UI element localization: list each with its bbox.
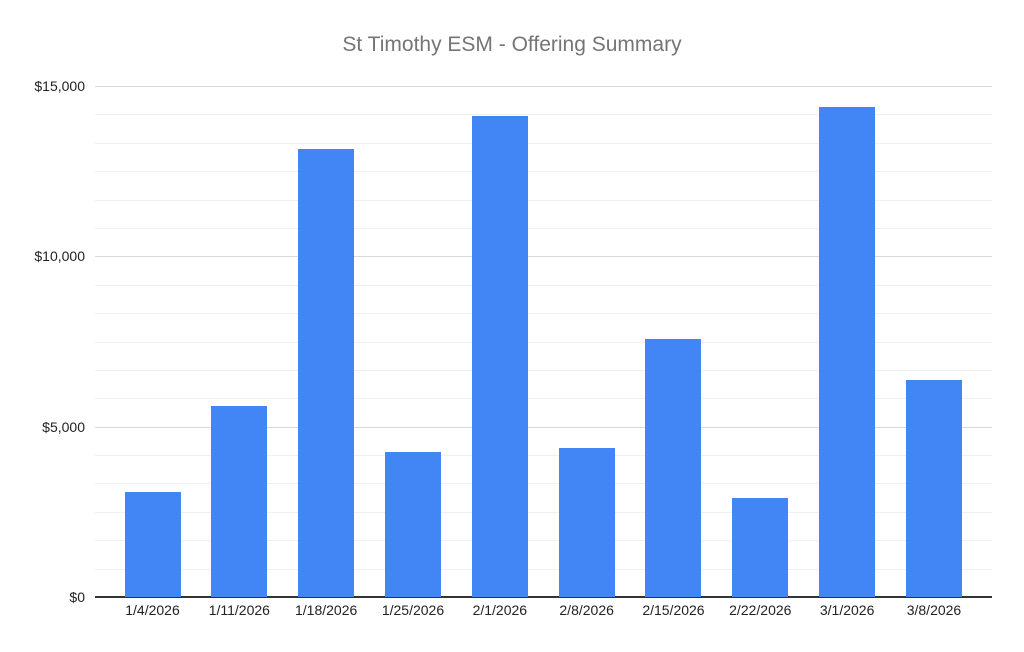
minor-gridline bbox=[95, 199, 992, 201]
minor-gridline bbox=[95, 341, 992, 343]
bar bbox=[211, 405, 268, 597]
x-axis-tick-label: 1/18/2026 bbox=[295, 602, 358, 618]
bar bbox=[384, 451, 441, 597]
major-gridline bbox=[95, 256, 992, 258]
bar bbox=[819, 107, 876, 597]
minor-gridline bbox=[95, 483, 992, 485]
minor-gridline bbox=[95, 313, 992, 315]
x-axis-tick-label: 2/22/2026 bbox=[729, 602, 792, 618]
x-axis-tick-label: 1/4/2026 bbox=[125, 602, 180, 618]
bar bbox=[124, 492, 181, 597]
minor-gridline bbox=[95, 284, 992, 286]
bar bbox=[905, 379, 962, 597]
major-gridline bbox=[95, 426, 992, 428]
x-axis-tick-label: 1/11/2026 bbox=[208, 602, 270, 618]
x-axis-tick-label: 1/25/2026 bbox=[381, 602, 445, 618]
major-gridline bbox=[95, 86, 992, 87]
minor-gridline bbox=[95, 369, 992, 371]
bar bbox=[558, 448, 615, 597]
y-axis-tick-label: $0 bbox=[69, 589, 85, 605]
x-axis-tick-label: 3/8/2026 bbox=[906, 602, 962, 618]
bar bbox=[298, 149, 355, 597]
bar bbox=[732, 497, 789, 597]
minor-gridline bbox=[95, 455, 992, 457]
minor-gridline bbox=[95, 568, 992, 570]
x-axis-baseline bbox=[95, 596, 992, 598]
minor-gridline bbox=[95, 227, 992, 229]
y-axis-tick-label: $10,000 bbox=[34, 248, 85, 265]
minor-gridline bbox=[95, 540, 992, 542]
y-axis-tick-label: $5,000 bbox=[42, 418, 85, 435]
chart-title: St Timothy ESM - Offering Summary bbox=[342, 33, 682, 56]
bar bbox=[645, 339, 702, 597]
y-axis-tick-label: $15,000 bbox=[34, 78, 85, 94]
minor-gridline bbox=[95, 114, 992, 116]
x-axis-tick-label: 2/8/2026 bbox=[559, 602, 614, 618]
bar bbox=[471, 115, 528, 597]
minor-gridline bbox=[95, 142, 992, 144]
minor-gridline bbox=[95, 171, 992, 173]
minor-gridline bbox=[95, 511, 992, 513]
minor-gridline bbox=[95, 398, 992, 400]
x-axis-tick-label: 3/1/2026 bbox=[819, 602, 875, 618]
x-axis-tick-label: 2/15/2026 bbox=[642, 602, 705, 618]
x-axis-tick-label: 2/1/2026 bbox=[472, 602, 528, 618]
